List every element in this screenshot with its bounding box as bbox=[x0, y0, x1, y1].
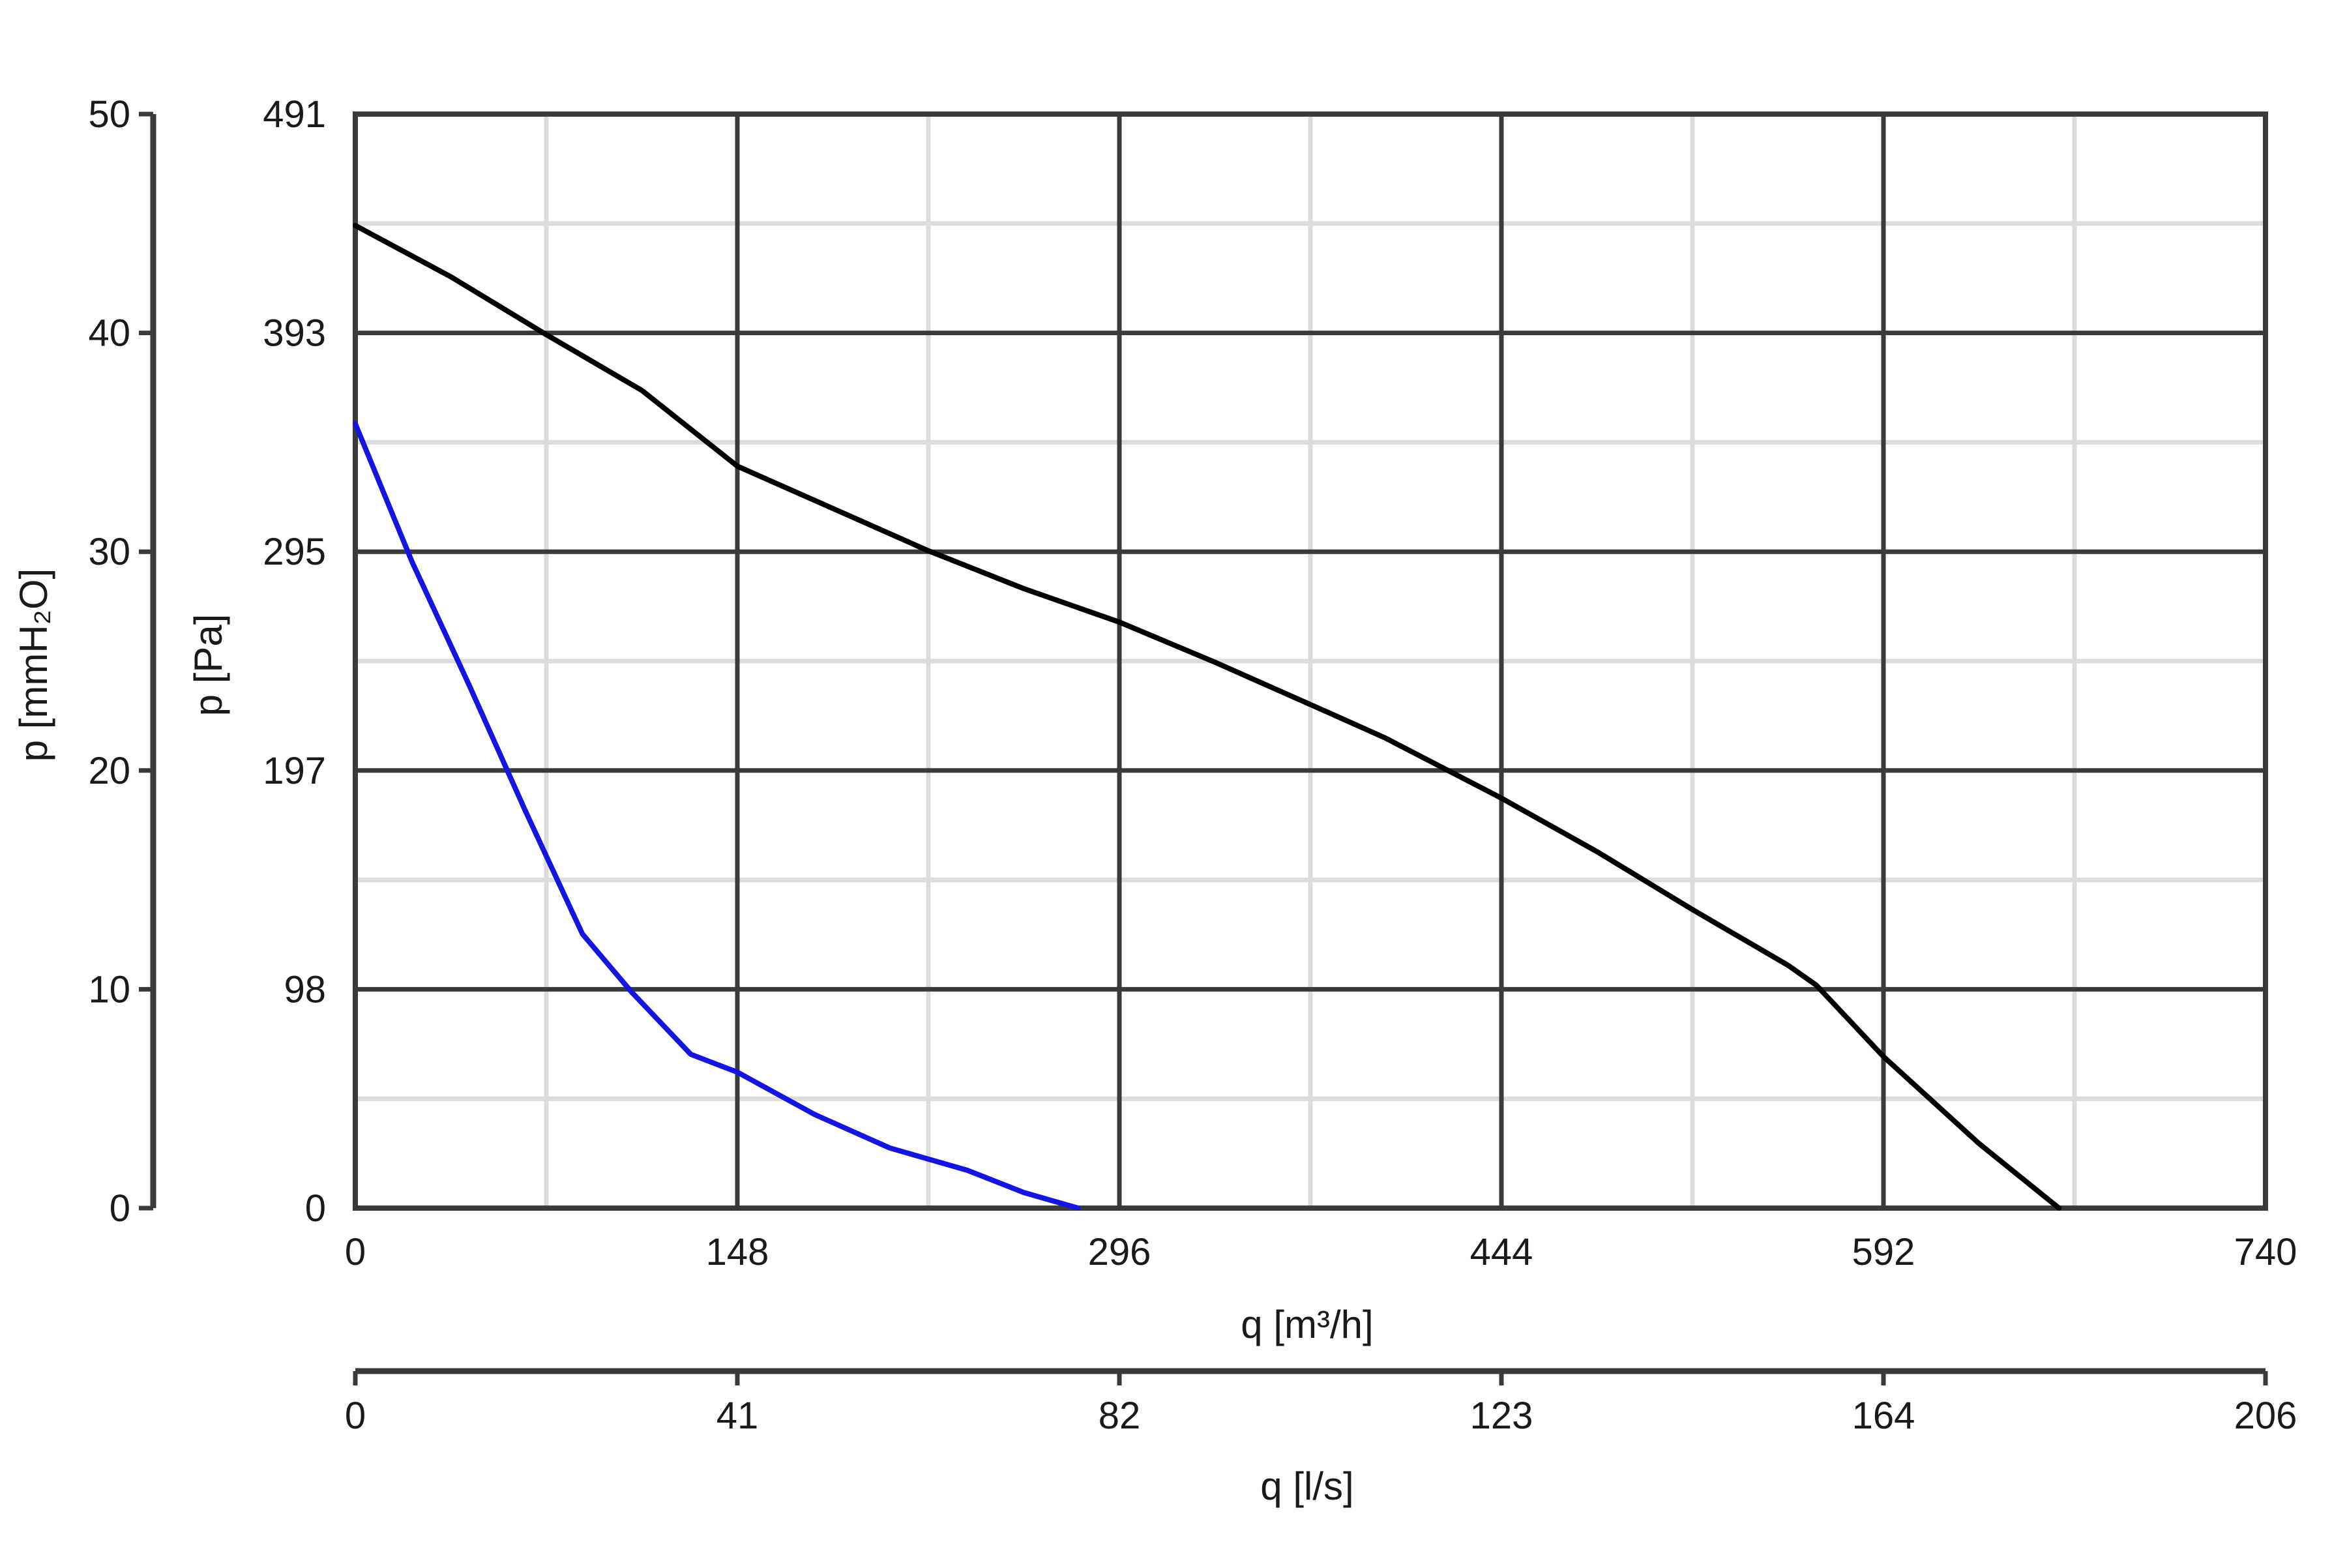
y-axis-secondary-title: p [mmH₂O] bbox=[12, 569, 55, 762]
x-primary-tick-label: 592 bbox=[1852, 1231, 1915, 1273]
y-primary-tick-label: 393 bbox=[263, 312, 326, 355]
x-secondary-tick-label: 82 bbox=[1099, 1395, 1141, 1437]
x-primary-tick-label: 0 bbox=[345, 1231, 366, 1273]
x-secondary-tick-label: 41 bbox=[716, 1395, 759, 1437]
x-secondary-tick-label: 123 bbox=[1470, 1395, 1533, 1437]
minor-grid bbox=[355, 114, 2266, 1208]
y-primary-tick-label: 491 bbox=[263, 93, 326, 136]
y-secondary-tick-label: 10 bbox=[88, 968, 130, 1011]
series-layer bbox=[353, 222, 2062, 1211]
y-primary-tick-label: 98 bbox=[284, 968, 326, 1011]
y-axis-primary-title: p [Pa] bbox=[186, 614, 230, 717]
y-secondary-tick-label: 50 bbox=[88, 93, 130, 136]
y-primary-tick-label: 197 bbox=[263, 750, 326, 792]
x-primary-tick-label: 148 bbox=[706, 1231, 769, 1273]
y-secondary-tick-label: 20 bbox=[88, 750, 130, 792]
y-secondary-tick-label: 0 bbox=[110, 1187, 130, 1230]
series-line-2 bbox=[353, 421, 1081, 1211]
series-line-1 bbox=[353, 222, 2062, 1211]
x-secondary-tick-label: 206 bbox=[2234, 1395, 2297, 1437]
y-primary-tick-label: 0 bbox=[305, 1187, 326, 1230]
x-secondary-tick-label: 0 bbox=[345, 1395, 366, 1437]
x-axis-primary-title: q [m³/h] bbox=[1241, 1303, 1373, 1346]
plot-frame bbox=[353, 111, 2268, 1211]
major-grid bbox=[353, 111, 2268, 1211]
axes-layer: 0 148 296 444 592 740 0 98 197 295 393 491 0 10 20 30 40… bbox=[88, 93, 2297, 1437]
y-secondary-tick-label: 30 bbox=[88, 531, 130, 573]
x-primary-tick-label: 296 bbox=[1088, 1231, 1151, 1273]
x-secondary-tick-label: 164 bbox=[1852, 1395, 1915, 1437]
x-axis-secondary-title: q [l/s] bbox=[1260, 1464, 1353, 1508]
y-primary-tick-label: 295 bbox=[263, 531, 326, 573]
y-secondary-tick-label: 40 bbox=[88, 312, 130, 355]
x-primary-tick-label: 740 bbox=[2234, 1231, 2297, 1273]
x-primary-tick-label: 444 bbox=[1470, 1231, 1533, 1273]
